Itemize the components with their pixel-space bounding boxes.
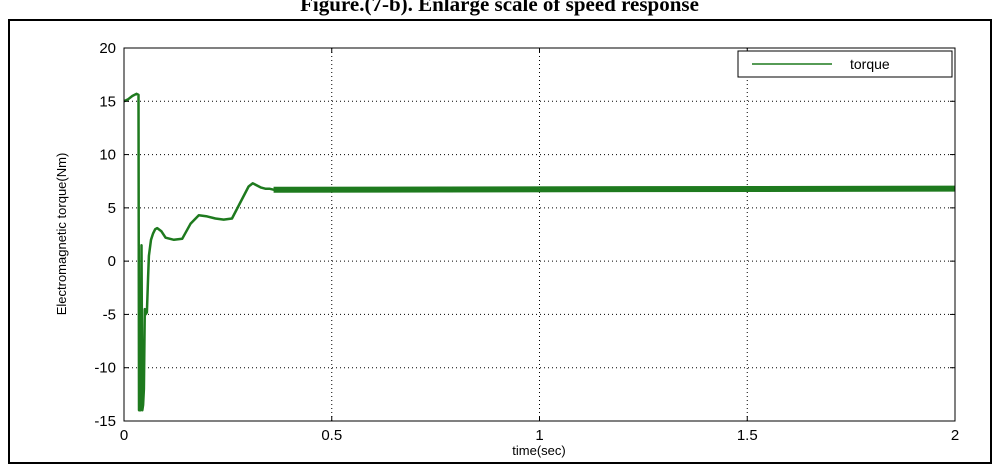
y-tick-label: 5 bbox=[108, 200, 116, 217]
x-axis-ticks: 0 0.5 1 1.5 2 bbox=[120, 427, 959, 444]
x-tick-label: 0 bbox=[120, 427, 128, 444]
torque-chart: 0 0.5 1 1.5 2 -15 -10 -5 0 5 10 15 20 time(sec) Ele… bbox=[54, 40, 959, 458]
plot-area-background bbox=[124, 48, 955, 421]
y-axis-label: Electromagnetic torque(Nm) bbox=[54, 153, 69, 316]
y-axis-ticks: -15 -10 -5 0 5 10 15 20 bbox=[94, 40, 116, 430]
y-tick-label: 10 bbox=[99, 147, 116, 164]
y-tick-label: 0 bbox=[108, 253, 116, 270]
y-tick-label: -5 bbox=[103, 306, 116, 323]
x-tick-label: 1.5 bbox=[737, 427, 758, 444]
figure-caption: Figure.(7-b). Enlarge scale of speed res… bbox=[300, 0, 699, 16]
x-tick-label: 1 bbox=[535, 427, 543, 444]
x-axis-label: time(sec) bbox=[512, 443, 565, 458]
y-tick-label: -15 bbox=[94, 413, 116, 430]
series-ripple-band-torque bbox=[273, 185, 956, 193]
chart-frame: 0 0.5 1 1.5 2 -15 -10 -5 0 5 10 15 20 time(sec) Ele… bbox=[8, 19, 992, 464]
y-tick-label: -10 bbox=[94, 360, 116, 377]
y-tick-label: 20 bbox=[99, 40, 116, 57]
legend-label-torque: torque bbox=[850, 56, 890, 72]
x-tick-label: 2 bbox=[951, 427, 959, 444]
series-line-torque bbox=[123, 92, 955, 412]
grid-lines bbox=[124, 48, 955, 421]
x-tick-label: 0.5 bbox=[321, 427, 342, 444]
tick-marks bbox=[123, 47, 956, 422]
y-tick-label: 15 bbox=[99, 93, 116, 110]
series-layer bbox=[123, 92, 956, 412]
legend: torque bbox=[737, 50, 953, 78]
